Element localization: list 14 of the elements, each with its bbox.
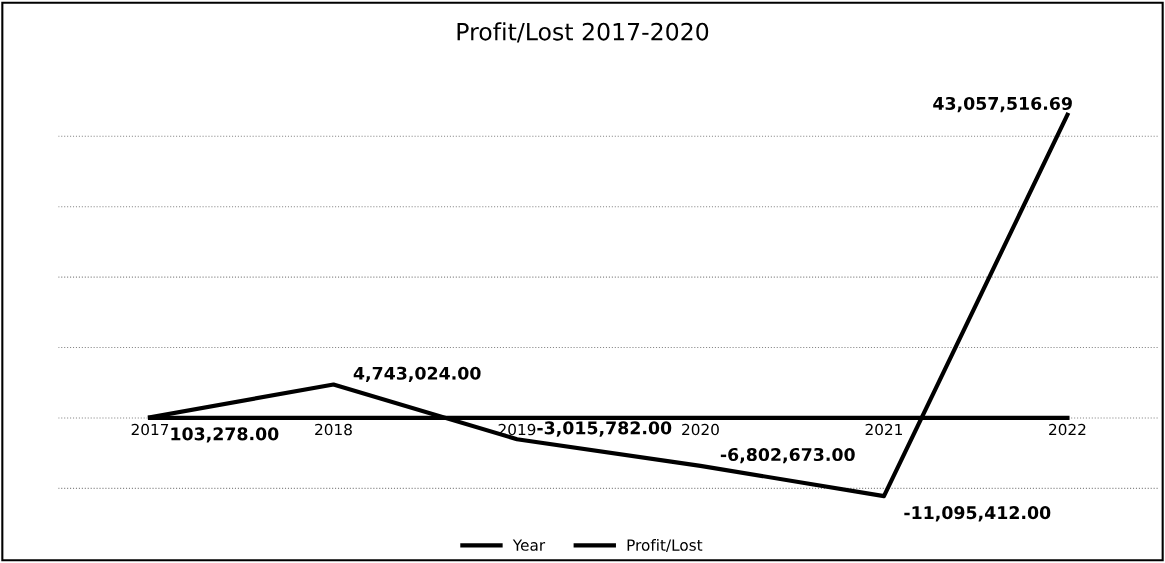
x-tick-label: 2022 [1049, 423, 1086, 436]
chart-title: Profit/Lost 2017-2020 [457, 22, 709, 43]
x-tick-label: 2018 [315, 423, 352, 436]
data-label: -3,015,782.00 [537, 421, 672, 437]
x-tick-label: 2020 [682, 423, 719, 436]
legend-label: Year [512, 539, 546, 551]
x-tick-label: 2021 [865, 423, 902, 436]
data-label: 103,278.00 [171, 427, 279, 443]
data-label: -6,802,673.00 [720, 447, 855, 464]
legend-label: Profit/Lost [627, 539, 703, 553]
data-label: -11,095,412.00 [904, 506, 1051, 522]
data-label: 43,057,516.69 [933, 96, 1072, 113]
x-tick-label: 2017 [131, 423, 169, 436]
data-label: 4,743,024.00 [353, 366, 481, 383]
